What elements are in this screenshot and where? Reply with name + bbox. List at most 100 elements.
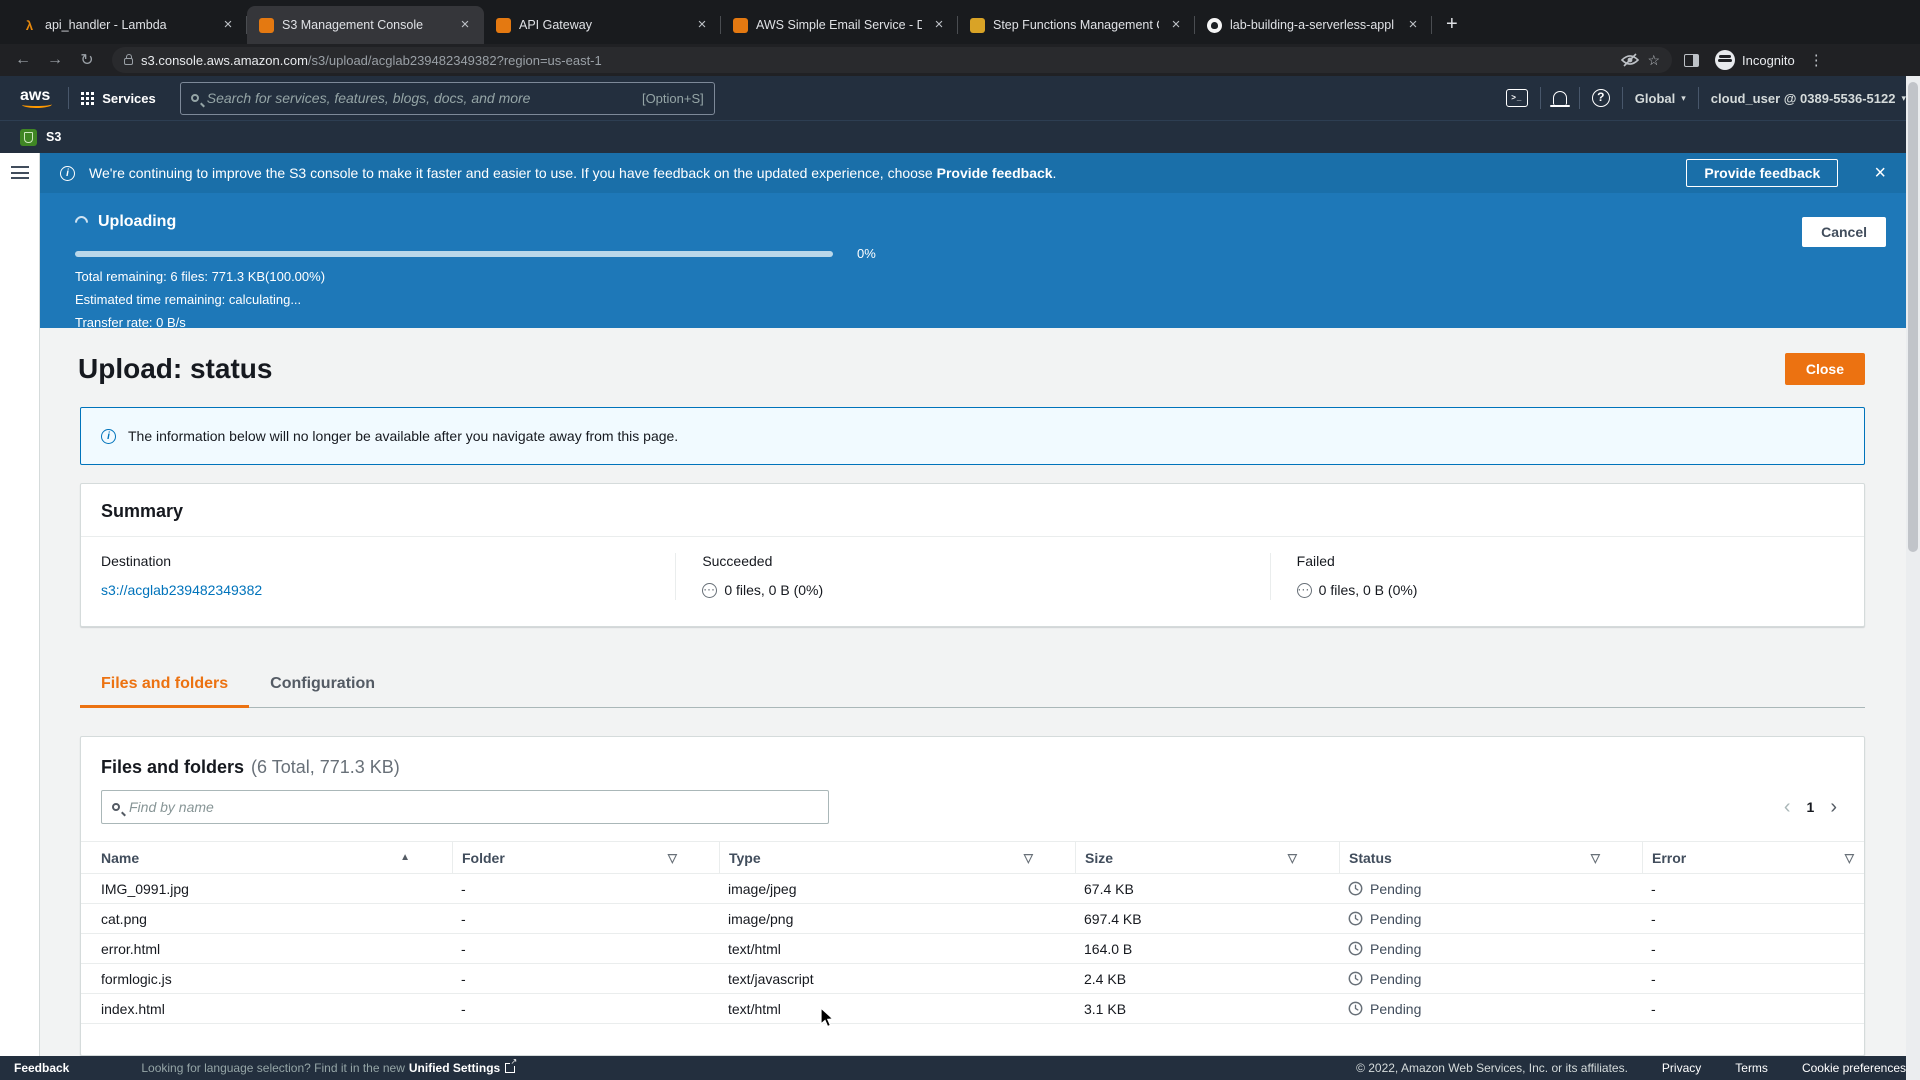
files-and-folders-card: Files and folders (6 Total, 771.3 KB) ‹ … xyxy=(80,736,1865,1056)
services-menu[interactable]: Services xyxy=(102,90,156,106)
close-icon[interactable]: × xyxy=(223,16,233,33)
table-row[interactable]: IMG_0991.jpg - image/jpeg 67.4 KB Pendin… xyxy=(81,874,1864,904)
filter-icon[interactable]: ▽ xyxy=(667,850,677,865)
close-icon[interactable]: × xyxy=(1171,16,1181,33)
browser-tab-s3-console[interactable]: S3 Management Console × xyxy=(247,6,484,44)
service-badge[interactable]: S3 xyxy=(46,130,62,144)
column-folder[interactable]: Folder xyxy=(462,849,505,866)
collapsed-sidebar xyxy=(0,153,40,1056)
aws-search-box[interactable]: [Option+S] xyxy=(179,81,715,115)
browser-tab-github[interactable]: lab-building-a-serverless-appl × xyxy=(1195,6,1432,44)
cell-folder: - xyxy=(461,940,466,957)
upload-status-title: Uploading xyxy=(98,213,177,230)
eye-slash-icon[interactable] xyxy=(1621,53,1640,67)
feedback-link[interactable]: Feedback xyxy=(14,1061,70,1075)
succeeded-label: Succeeded xyxy=(702,553,773,569)
bookmark-star-icon[interactable]: ☆ xyxy=(1647,51,1660,68)
tab-files-and-folders[interactable]: Files and folders xyxy=(80,663,250,708)
table-row[interactable]: cat.png - image/png 697.4 KB Pending - xyxy=(81,904,1864,934)
filter-icon[interactable]: ▽ xyxy=(1023,850,1033,865)
cookie-preferences-link[interactable]: Cookie preferences xyxy=(1801,1061,1906,1075)
cell-name: error.html xyxy=(101,940,161,957)
column-name[interactable]: Name xyxy=(101,849,140,866)
cell-folder: - xyxy=(461,910,466,927)
provide-feedback-button[interactable]: Provide feedback xyxy=(1686,159,1839,187)
column-error[interactable]: Error xyxy=(1652,849,1687,866)
aws-search-input[interactable] xyxy=(206,90,634,106)
scrollbar-thumb[interactable] xyxy=(1908,82,1918,552)
region-selector[interactable]: Global xyxy=(1634,90,1676,106)
s3-feedback-banner: i We're continuing to improve the S3 con… xyxy=(40,153,1920,193)
filter-icon[interactable]: ▽ xyxy=(1590,850,1600,865)
cell-type: image/jpeg xyxy=(728,880,797,897)
browser-tab-step-functions[interactable]: Step Functions Management C × xyxy=(958,6,1195,44)
filter-icon[interactable]: ▽ xyxy=(1287,850,1297,865)
address-bar[interactable]: s3.console.aws.amazon.com/s3/upload/acgl… xyxy=(112,47,1672,73)
tab-title: S3 Management Console xyxy=(282,18,424,32)
cell-status: Pending xyxy=(1339,971,1642,987)
find-by-name-box[interactable] xyxy=(101,790,829,824)
close-icon[interactable]: × xyxy=(1408,16,1418,33)
s3-favicon-icon xyxy=(20,128,37,146)
close-button[interactable]: Close xyxy=(1784,353,1865,385)
new-tab-button[interactable]: + xyxy=(1446,13,1458,35)
sort-asc-icon[interactable]: ▲ xyxy=(400,852,410,863)
notifications-bell-icon[interactable] xyxy=(1549,91,1570,107)
close-icon[interactable]: × xyxy=(934,16,944,33)
filter-icon[interactable]: ▽ xyxy=(1844,850,1854,865)
page-scrollbar[interactable] xyxy=(1906,76,1920,1080)
cancel-upload-button[interactable]: Cancel xyxy=(1802,217,1886,247)
cell-error: - xyxy=(1651,970,1656,987)
step-functions-icon xyxy=(970,17,985,33)
close-icon[interactable]: × xyxy=(697,16,707,33)
close-icon[interactable]: × xyxy=(460,16,470,33)
cell-folder: - xyxy=(461,1000,466,1017)
api-gateway-icon xyxy=(496,17,511,33)
services-grid-icon[interactable] xyxy=(81,91,95,105)
browser-menu-icon[interactable]: ⋮ xyxy=(1808,52,1824,69)
forward-icon[interactable]: → xyxy=(47,51,63,68)
browser-tab-ses[interactable]: AWS Simple Email Service - De × xyxy=(721,6,958,44)
estimated-time-text: Estimated time remaining: calculating... xyxy=(75,292,302,307)
prev-page-icon[interactable]: ‹ xyxy=(1783,796,1791,818)
cell-size: 164.0 B xyxy=(1084,940,1133,957)
progress-bar xyxy=(75,250,833,257)
cell-error: - xyxy=(1651,940,1656,957)
column-size[interactable]: Size xyxy=(1085,849,1114,866)
cell-size: 2.4 KB xyxy=(1084,970,1127,987)
column-type[interactable]: Type xyxy=(729,849,761,866)
help-icon[interactable]: ? xyxy=(1591,89,1610,107)
browser-tab-lambda[interactable]: λ api_handler - Lambda × xyxy=(10,6,247,44)
cell-status: Pending xyxy=(1339,911,1642,927)
account-menu[interactable]: cloud_user @ 0389-5536-5122 xyxy=(1710,90,1896,106)
browser-tab-api-gateway[interactable]: API Gateway × xyxy=(484,6,721,44)
reload-icon[interactable]: ↻ xyxy=(80,52,94,69)
unified-settings-link[interactable]: Unified Settings xyxy=(408,1061,501,1075)
browser-url-row: ← → ↻ s3.console.aws.amazon.com/s3/uploa… xyxy=(0,44,1920,76)
table-row[interactable]: index.html - text/html 3.1 KB Pending - xyxy=(81,994,1864,1024)
cloudshell-icon[interactable]: >_ xyxy=(1505,89,1528,107)
cell-name: IMG_0991.jpg xyxy=(101,880,189,897)
pending-dots-icon: ··· xyxy=(702,582,718,598)
cell-size: 67.4 KB xyxy=(1084,880,1134,897)
cell-type: text/javascript xyxy=(728,970,814,987)
current-page-number[interactable]: 1 xyxy=(1806,799,1815,815)
table-row[interactable]: formlogic.js - text/javascript 2.4 KB Pe… xyxy=(81,964,1864,994)
cell-name: cat.png xyxy=(101,910,147,927)
tab-configuration[interactable]: Configuration xyxy=(270,675,376,692)
table-row[interactable]: error.html - text/html 164.0 B Pending - xyxy=(81,934,1864,964)
side-panel-icon[interactable] xyxy=(1684,53,1699,67)
terms-link[interactable]: Terms xyxy=(1735,1061,1768,1075)
find-by-name-input[interactable] xyxy=(129,799,818,815)
aws-logo[interactable]: aws xyxy=(14,87,56,109)
back-icon[interactable]: ← xyxy=(15,51,31,68)
privacy-link[interactable]: Privacy xyxy=(1661,1061,1702,1075)
destination-link[interactable]: s3://acglab239482349382 xyxy=(101,582,263,598)
column-status[interactable]: Status xyxy=(1349,849,1392,866)
next-page-icon[interactable]: › xyxy=(1830,796,1837,818)
banner-close-icon[interactable]: × xyxy=(1874,161,1886,184)
pagination: ‹ 1 › xyxy=(1784,797,1837,817)
total-remaining-text: Total remaining: 6 files: 771.3 KB(100.0… xyxy=(75,269,326,284)
hamburger-menu-icon[interactable] xyxy=(10,166,29,179)
cell-type: text/html xyxy=(728,1000,781,1017)
